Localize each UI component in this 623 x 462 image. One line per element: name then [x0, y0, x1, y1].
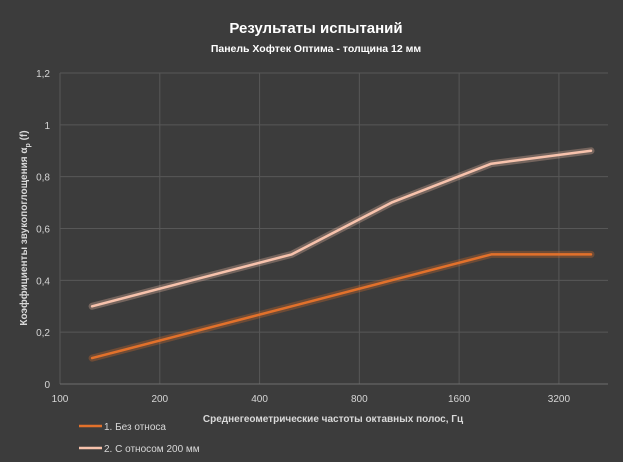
x-tick-label: 3200 — [548, 394, 571, 405]
x-tick-label: 1600 — [448, 394, 471, 405]
x-tick-label: 400 — [251, 394, 268, 405]
x-tick-label: 800 — [351, 394, 368, 405]
y-tick-label: 0 — [44, 380, 50, 391]
series-lines — [88, 147, 595, 362]
x-tick-label: 100 — [52, 394, 69, 405]
y-tick-label: 0,8 — [36, 173, 50, 184]
legend-label-1: 1. Без относа — [104, 422, 166, 433]
chart-title: Результаты испытаний — [229, 20, 402, 37]
legend-label-2: 2. С относом 200 мм — [104, 444, 200, 455]
y-tick-label: 0,2 — [36, 328, 50, 339]
x-tick-label: 200 — [151, 394, 168, 405]
y-axis-label-main: Коэффициенты звукопоглощения α — [18, 147, 30, 326]
x-tick-labels: 100 200 400 800 1600 3200 — [52, 394, 571, 405]
x-axis-label: Среднегеометрические частоты октавных по… — [203, 414, 464, 425]
series-1-glow — [88, 250, 595, 362]
y-tick-label: 1,2 — [36, 69, 50, 80]
series-2-line — [90, 149, 593, 308]
y-axis-label-tail: (f) — [19, 130, 30, 143]
legend: 1. Без относа 2. С относом 200 мм — [79, 422, 200, 455]
gridlines — [59, 72, 608, 385]
y-tick-label: 0,6 — [36, 225, 50, 236]
series-1-line — [90, 253, 593, 360]
y-axis-label: Коэффициенты звукопоглощения αp (f) — [18, 130, 32, 325]
y-tick-label: 0,4 — [36, 276, 50, 287]
y-axis-label-subscript: p — [25, 143, 32, 147]
y-tick-label: 1 — [44, 121, 50, 132]
chart-subtitle: Панель Хофтек Оптима - толщина 12 мм — [211, 43, 422, 55]
y-tick-labels: 0 0,2 0,4 0,6 0,8 1 1,2 — [36, 69, 50, 391]
